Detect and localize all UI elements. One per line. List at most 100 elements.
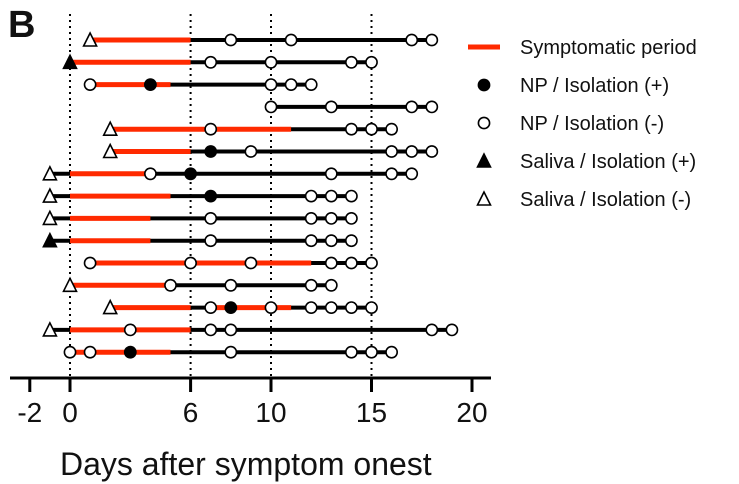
legend: Symptomatic period NP / Isolation (+) NP /…	[468, 37, 697, 211]
saliva-negative-marker	[102, 142, 118, 159]
np-negative-marker	[304, 301, 318, 314]
np-negative-marker	[304, 278, 318, 292]
np-negative-marker	[344, 301, 358, 314]
np-negative-marker	[365, 122, 378, 136]
np-negative-marker	[365, 55, 378, 69]
np-positive-marker	[123, 345, 137, 359]
patient-row	[62, 53, 378, 70]
np-negative-marker	[405, 100, 419, 114]
legend-label: Symptomatic period	[520, 37, 697, 59]
np-negative-marker	[445, 323, 459, 337]
np-negative-marker	[284, 78, 298, 91]
saliva-negative-marker	[62, 276, 78, 293]
np-negative-marker	[324, 301, 338, 314]
np-negative-marker	[264, 301, 278, 314]
legend-label: Saliva / Isolation (-)	[520, 189, 691, 211]
np-negative-marker	[324, 167, 338, 181]
np-negative-marker	[264, 100, 278, 114]
np-negative-marker	[224, 278, 238, 292]
np-positive-marker	[143, 78, 157, 91]
np-positive-marker	[224, 301, 238, 314]
x-axis-label: Days after symptom onest	[60, 446, 432, 482]
saliva-positive-marker	[62, 53, 78, 70]
np-negative-marker	[344, 189, 358, 203]
legend-entry: Saliva / Isolation (-)	[476, 189, 691, 211]
np-negative-marker	[344, 234, 358, 248]
saliva-negative-marker	[42, 209, 58, 226]
np-negative-marker	[344, 256, 358, 270]
np-negative-marker	[184, 256, 197, 270]
patient-row	[102, 298, 378, 315]
np-negative-marker	[365, 345, 378, 359]
saliva-negative-marker	[42, 165, 58, 181]
saliva-negative-marker	[102, 298, 118, 315]
saliva-negative-marker	[42, 187, 58, 203]
np-negative-marker	[365, 301, 378, 314]
np-negative-marker	[304, 234, 318, 248]
np-negative-marker	[83, 78, 97, 91]
x-tick-label: 15	[356, 397, 387, 428]
np-negative-marker	[224, 33, 238, 47]
np-negative-marker	[405, 33, 419, 47]
np-negative-marker	[244, 256, 258, 270]
np-negative-marker	[405, 167, 419, 181]
np-negative-marker	[143, 167, 157, 181]
patient-row	[82, 31, 439, 47]
np-negative-marker	[284, 33, 298, 47]
legend-entry: NP / Isolation (+)	[477, 75, 669, 97]
legend-entry: Saliva / Isolation (+)	[476, 151, 696, 173]
np-negative-marker	[324, 189, 338, 203]
patient-row	[102, 142, 439, 159]
legend-label: Saliva / Isolation (+)	[520, 151, 696, 173]
np-negative-marker	[204, 301, 218, 314]
np-negative-marker	[204, 323, 218, 337]
patient-row	[102, 120, 398, 136]
saliva-positive-marker	[476, 152, 492, 168]
np-negative-marker	[264, 78, 278, 91]
np-positive-marker	[184, 167, 197, 181]
np-negative-marker	[224, 345, 238, 359]
legend-label: NP / Isolation (-)	[520, 113, 664, 135]
np-negative-marker	[324, 278, 338, 292]
patient-row	[264, 100, 439, 114]
patient-rows	[42, 31, 459, 359]
saliva-negative-marker	[82, 31, 98, 47]
np-negative-marker	[385, 145, 398, 158]
np-positive-marker	[204, 145, 218, 158]
np-negative-marker	[164, 278, 177, 292]
patient-row	[42, 165, 419, 181]
np-negative-marker	[385, 122, 398, 136]
np-negative-marker	[304, 78, 318, 91]
patient-row	[83, 256, 378, 270]
np-negative-marker	[425, 100, 439, 114]
np-negative-marker	[344, 55, 358, 69]
x-tick-label: -2	[17, 397, 42, 428]
np-negative-marker	[304, 211, 318, 225]
saliva-negative-marker	[42, 321, 58, 337]
x-axis: -2 0 6 10 15 20	[10, 376, 491, 428]
np-positive-marker	[477, 78, 491, 92]
np-negative-marker	[264, 55, 278, 69]
legend-label: NP / Isolation (+)	[520, 75, 669, 97]
np-negative-marker	[324, 100, 338, 114]
np-negative-marker	[204, 55, 218, 69]
np-negative-marker	[344, 122, 358, 136]
np-negative-marker	[324, 256, 338, 270]
np-negative-marker	[425, 323, 439, 337]
np-negative-marker	[477, 116, 491, 130]
np-negative-marker	[63, 345, 77, 359]
np-negative-marker	[123, 323, 137, 337]
np-negative-marker	[324, 211, 338, 225]
np-negative-marker	[83, 345, 97, 359]
patient-row	[42, 187, 358, 203]
np-negative-marker	[324, 234, 338, 248]
legend-entry: NP / Isolation (-)	[477, 113, 664, 135]
x-tick-label: 20	[456, 397, 487, 428]
saliva-negative-marker	[102, 120, 118, 136]
np-negative-marker	[425, 145, 439, 158]
patient-row	[42, 321, 459, 337]
np-negative-marker	[204, 234, 218, 248]
np-negative-marker	[204, 211, 218, 225]
x-tick-label: 10	[255, 397, 286, 428]
